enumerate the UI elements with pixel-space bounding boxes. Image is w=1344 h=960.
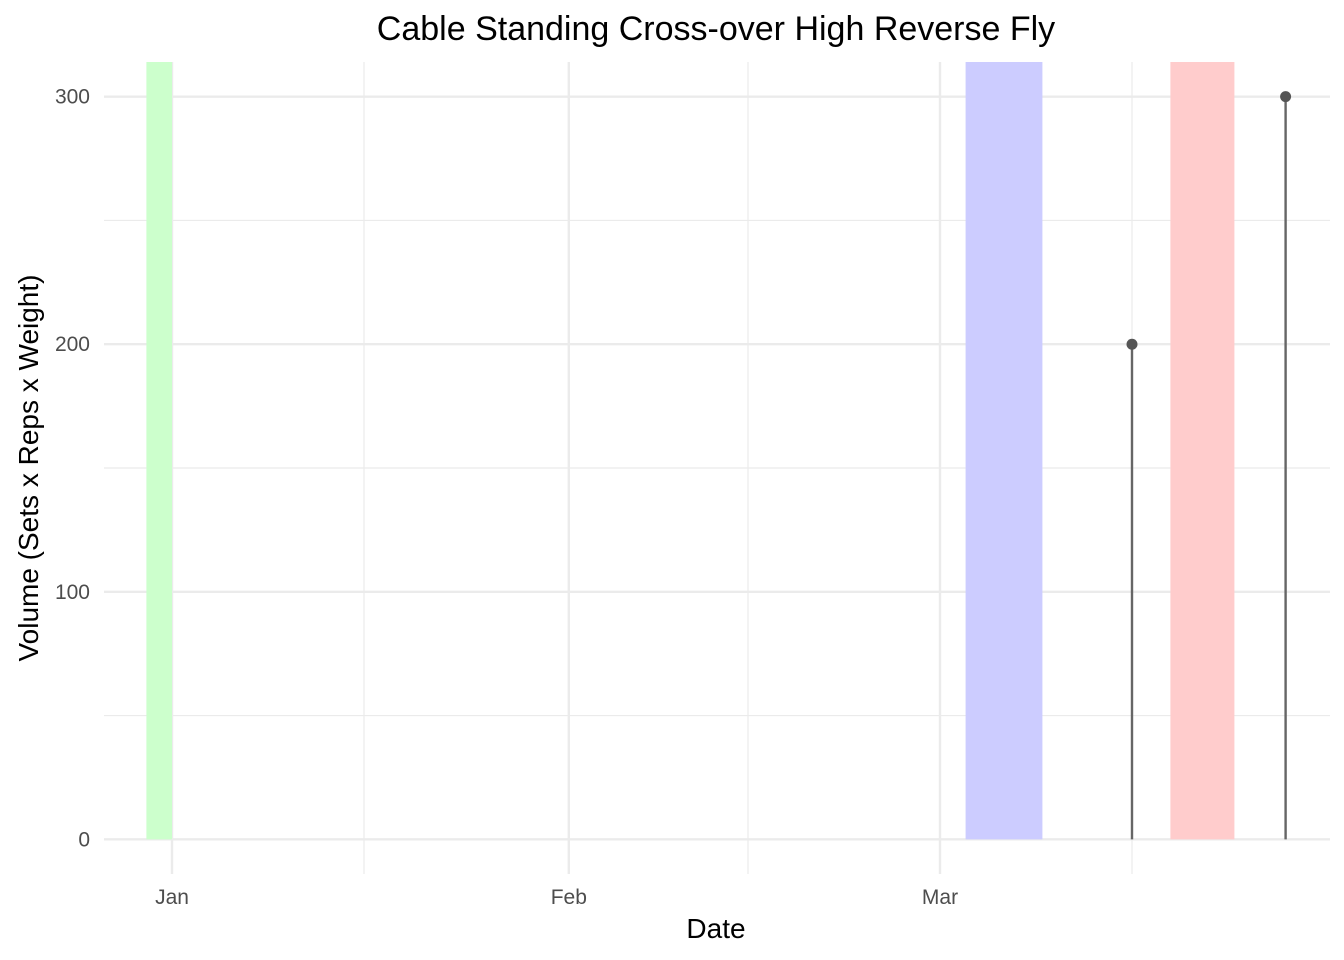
shaded-period-1 xyxy=(146,62,172,840)
x-tick-label: Mar xyxy=(922,886,958,909)
y-tick-label: 0 xyxy=(78,828,90,851)
y-tick-label: 300 xyxy=(55,86,90,109)
point-1 xyxy=(1126,338,1138,350)
point-2 xyxy=(1280,91,1292,103)
shaded-periods xyxy=(146,62,1235,840)
shaded-period-3 xyxy=(1170,62,1235,840)
x-tick-label: Feb xyxy=(551,886,587,909)
shaded-period-2 xyxy=(965,62,1043,840)
tick-labels: 0 100 200 300 Jan Feb Mar xyxy=(55,86,958,909)
y-axis-title: Volume (Sets x Reps x Weight) xyxy=(13,275,44,662)
lollipop-series xyxy=(1126,91,1292,840)
y-tick-label: 100 xyxy=(55,581,90,604)
grid-layer xyxy=(104,62,1330,874)
chart-title: Cable Standing Cross-over High Reverse F… xyxy=(377,10,1055,48)
x-axis-title: Date xyxy=(686,913,745,944)
x-tick-label: Jan xyxy=(155,886,189,909)
y-tick-label: 200 xyxy=(55,333,90,356)
